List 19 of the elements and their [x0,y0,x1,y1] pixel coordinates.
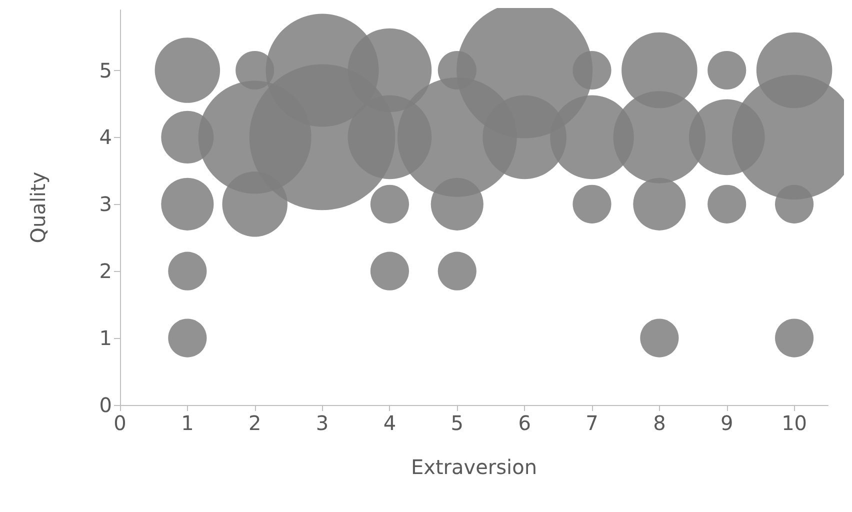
x-tick-label: 6 [518,411,531,435]
x-tick-label: 2 [248,411,262,435]
x-tick-label: 5 [450,411,464,435]
y-tick-label: 3 [99,192,112,216]
x-tick-label: 7 [586,411,598,435]
x-tick-label: 8 [653,411,666,435]
y-tick-label: 4 [99,125,112,150]
x-tick-label: 9 [720,411,734,435]
y-tick-label: 1 [99,326,112,350]
x-tick-label: 4 [383,411,396,435]
y-tick-label: 2 [99,259,112,284]
y-tick-label: 0 [99,393,112,417]
x-tick-label: 0 [114,411,126,435]
x-axis-title: Extraversion [410,455,538,479]
x-tick-label: 3 [316,411,329,435]
x-tick-label: 1 [181,411,194,435]
y-tick-label: 5 [99,58,112,82]
y-axis-title: Quality [26,172,50,244]
x-tick-label: 10 [782,411,808,435]
